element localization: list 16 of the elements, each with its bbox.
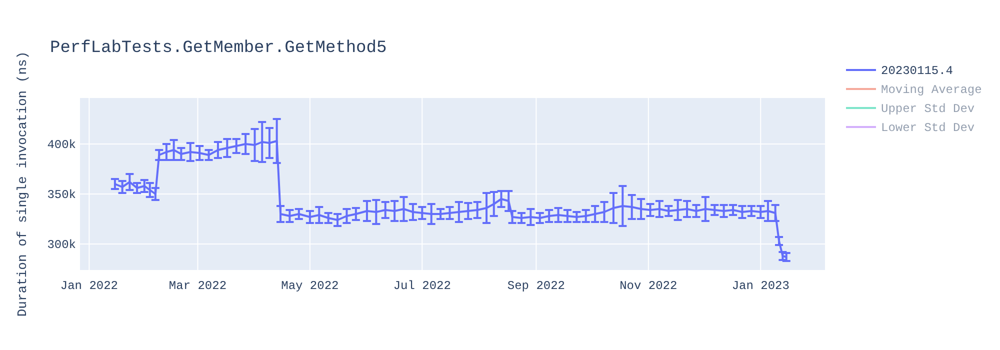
x-tick-label: May 2022	[281, 279, 339, 293]
x-tick-label: Jan 2022	[60, 279, 118, 293]
x-tick-label: Nov 2022	[620, 279, 678, 293]
y-axis-title: Duration of single invocation (ns)	[15, 51, 30, 317]
y-tick-label: 300k	[47, 238, 76, 252]
chart-title: PerfLabTests.GetMember.GetMethod5	[50, 39, 387, 58]
x-tick-label: Jul 2022	[393, 279, 451, 293]
legend-label: Lower Std Dev	[881, 121, 975, 135]
legend-label: Moving Average	[881, 83, 982, 97]
x-tick-label: Sep 2022	[507, 279, 565, 293]
y-tick-label: 400k	[47, 138, 76, 152]
legend-label: Upper Std Dev	[881, 102, 975, 116]
legend-label: 20230115.4	[881, 64, 954, 78]
x-tick-label: Jan 2023	[732, 279, 790, 293]
x-tick-label: Mar 2022	[168, 279, 227, 293]
y-tick-label: 350k	[47, 188, 76, 202]
